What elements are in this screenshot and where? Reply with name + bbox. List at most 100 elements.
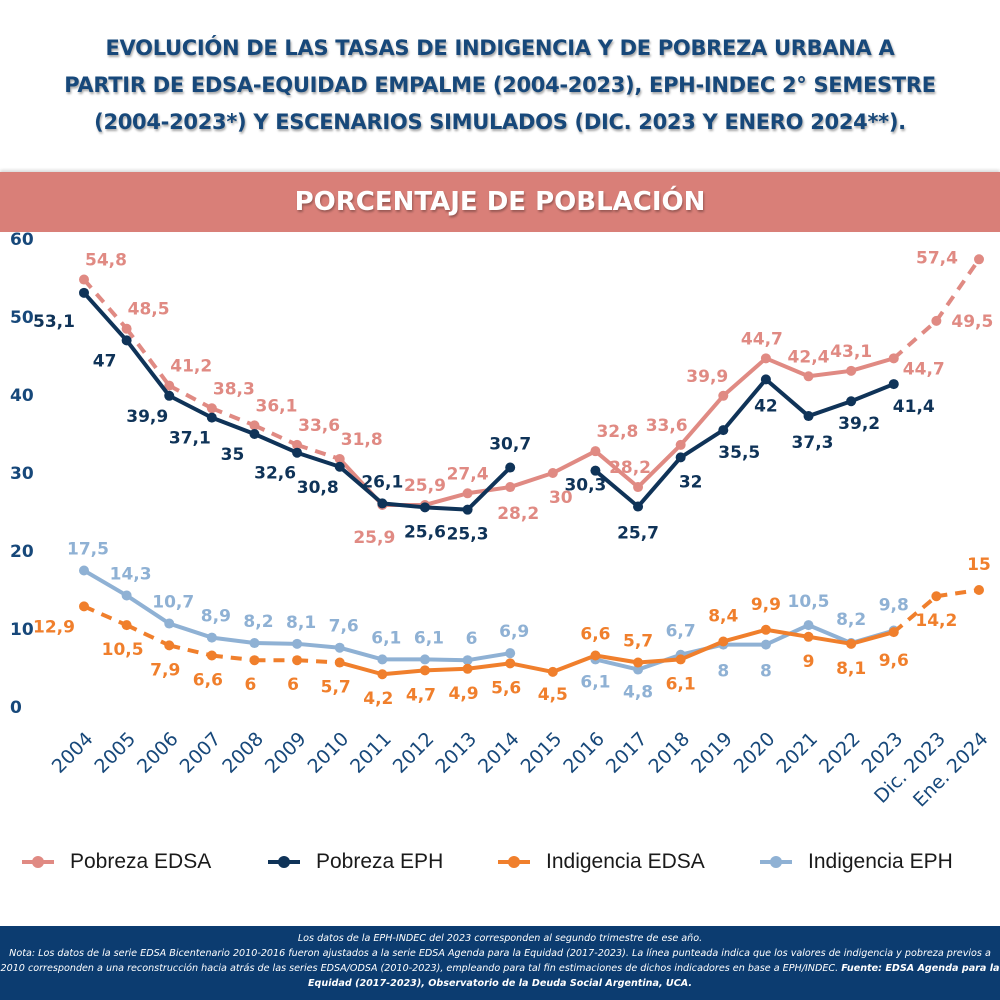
data-label: 30,7 <box>489 435 531 455</box>
data-point <box>206 632 217 643</box>
data-point <box>760 353 771 364</box>
data-point <box>547 666 558 677</box>
data-label: 4,2 <box>363 689 393 709</box>
data-label: 25,9 <box>353 528 395 548</box>
data-label: 4,8 <box>623 683 653 703</box>
series-segment <box>211 406 256 428</box>
y-tick-label: 30 <box>10 464 34 484</box>
data-label: 57,4 <box>916 248 958 268</box>
data-point <box>206 403 217 414</box>
data-label: 15 <box>967 555 991 575</box>
data-label: 8,2 <box>243 612 273 632</box>
data-label: 39,2 <box>838 414 880 434</box>
data-label: 38,3 <box>213 379 255 399</box>
data-label: 6,1 <box>666 674 696 694</box>
data-point <box>462 488 473 499</box>
data-point <box>121 335 132 346</box>
data-label: 6 <box>466 629 478 649</box>
series-segment <box>125 327 171 387</box>
data-point <box>377 654 388 665</box>
data-label: 42 <box>754 396 778 416</box>
data-point <box>292 638 303 649</box>
legend-item-pobreza-eph[interactable]: Pobreza EPH <box>268 850 443 874</box>
data-label-layer: 54,848,541,238,336,133,631,825,925,927,4… <box>33 248 993 709</box>
series-segment <box>168 383 213 411</box>
series-segment <box>722 627 767 644</box>
series-segment <box>808 368 852 379</box>
legend-swatch <box>268 856 300 868</box>
series-segment <box>82 568 128 598</box>
data-point <box>249 638 260 649</box>
series-segment <box>679 639 725 662</box>
y-axis: 0 10 20 30 40 50 60 <box>10 232 34 718</box>
x-tick-label: 2022 <box>815 728 865 778</box>
x-tick-label: 2006 <box>133 728 183 778</box>
footnote-source: Fuente: EDSA Agenda para la Equidad (201… <box>307 963 1000 989</box>
data-label: 8,1 <box>836 659 866 679</box>
series-segment <box>125 339 171 397</box>
series-segment <box>83 604 128 627</box>
data-point <box>121 620 132 631</box>
data-label: 8,9 <box>201 607 231 627</box>
series-segment <box>254 641 298 646</box>
data-label: 42,4 <box>788 347 830 367</box>
data-label: 36,1 <box>255 396 297 416</box>
data-label: 33,6 <box>646 416 688 436</box>
data-label: 17,5 <box>67 540 109 560</box>
data-point <box>931 315 942 326</box>
data-point <box>249 655 260 666</box>
data-point <box>249 420 260 431</box>
data-point <box>547 468 558 478</box>
data-label: 44,7 <box>903 359 945 379</box>
data-label: 31,8 <box>341 430 383 450</box>
series-segment <box>339 660 383 677</box>
x-tick-label: 2004 <box>48 728 98 778</box>
series-segment <box>765 356 810 379</box>
data-point <box>292 655 303 666</box>
data-label: 10,5 <box>102 640 144 660</box>
series-segment <box>424 491 469 507</box>
data-point <box>633 664 644 675</box>
data-label: 9,9 <box>751 595 781 615</box>
data-point <box>846 396 857 407</box>
data-label: 28,2 <box>609 458 651 478</box>
data-point <box>888 379 899 390</box>
data-label: 37,1 <box>169 429 211 449</box>
legend-item-indigencia-edsa[interactable]: Indigencia EDSA <box>498 850 705 874</box>
series-segment <box>211 415 256 436</box>
x-tick-label: 2007 <box>176 728 226 778</box>
y-tick-label: 0 <box>10 698 22 718</box>
data-label: 5,6 <box>491 678 521 698</box>
data-label: 25,9 <box>404 476 446 496</box>
legend-label: Pobreza EPH <box>316 850 444 873</box>
data-point <box>419 502 430 513</box>
data-point <box>164 390 175 401</box>
data-point <box>334 453 345 464</box>
legend-item-indigencia-eph[interactable]: Indigencia EPH <box>760 850 953 874</box>
legend-item-pobreza-edsa[interactable]: Pobreza EDSA <box>22 850 211 874</box>
data-point <box>760 374 771 385</box>
data-label: 30 <box>549 488 573 508</box>
data-point <box>803 620 814 631</box>
series-layer <box>79 254 984 680</box>
series-segment <box>296 450 341 469</box>
series-segment <box>424 505 468 512</box>
data-label: 32 <box>679 472 703 492</box>
title-line: (2004-2023*) Y ESCENARIOS SIMULADOS (DIC… <box>94 110 906 134</box>
data-label: 49,5 <box>951 312 993 332</box>
data-label: 6,6 <box>193 671 223 691</box>
data-point <box>633 482 644 493</box>
series-segment <box>808 634 852 646</box>
data-label: 39,9 <box>126 407 168 427</box>
data-point <box>462 663 473 674</box>
title-line: EVOLUCIÓN DE LAS TASAS DE INDIGENCIA Y D… <box>105 36 895 60</box>
data-label: 54,8 <box>85 251 127 271</box>
data-point <box>675 452 686 463</box>
legend-swatch <box>760 856 792 868</box>
data-label: 25,7 <box>617 524 659 544</box>
data-label: 39,9 <box>686 367 728 387</box>
data-point <box>419 665 430 676</box>
x-tick-label: 2018 <box>644 728 694 778</box>
data-label: 33,6 <box>298 416 340 436</box>
series-segment <box>82 278 129 331</box>
